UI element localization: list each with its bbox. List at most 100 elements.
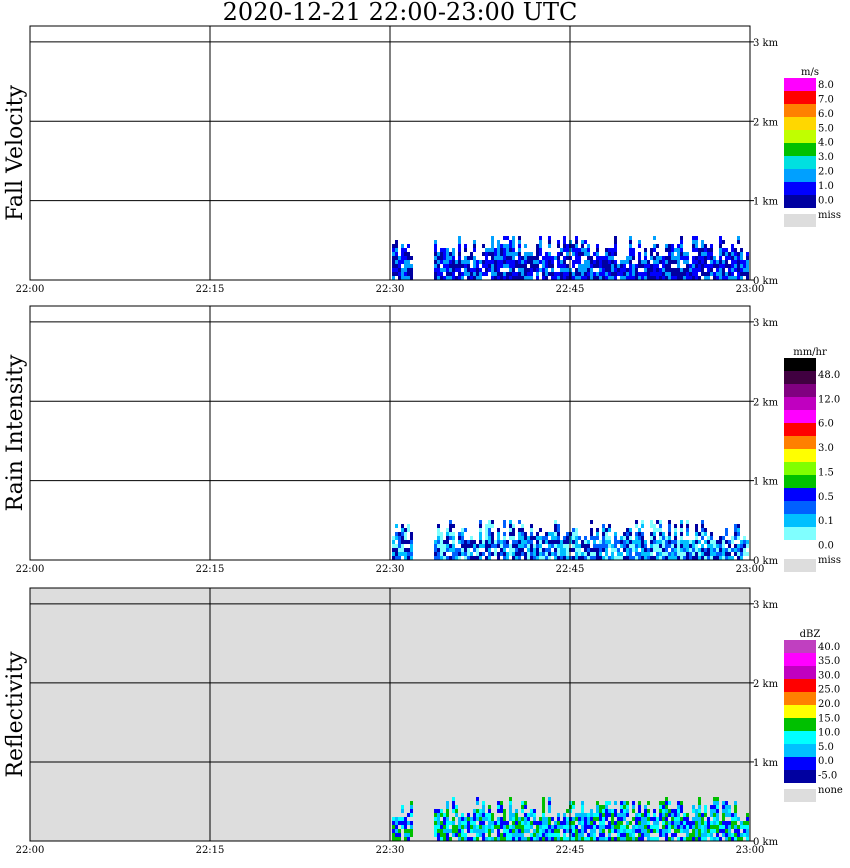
- echo-cell: [623, 837, 626, 841]
- echo-cell: [692, 825, 695, 829]
- echo-cell: [521, 817, 524, 821]
- echo-cell: [575, 260, 578, 264]
- echo-cell: [692, 805, 695, 809]
- echo-cell: [488, 544, 491, 548]
- colorbar-missing-swatch: [784, 559, 816, 572]
- echo-cell: [395, 552, 398, 556]
- echo-cell: [683, 837, 686, 841]
- echo-cell: [410, 556, 413, 560]
- echo-cell: [482, 801, 485, 805]
- echo-cell: [653, 244, 656, 248]
- echo-cell: [482, 817, 485, 821]
- echo-cell: [500, 552, 503, 556]
- echo-cell: [434, 825, 437, 829]
- echo-cell: [638, 821, 641, 825]
- echo-cell: [650, 268, 653, 272]
- echo-cell: [647, 260, 650, 264]
- echo-cell: [521, 805, 524, 809]
- echo-cell: [560, 540, 563, 544]
- echo-cell: [677, 244, 680, 248]
- echo-cell: [659, 813, 662, 817]
- echo-cell: [575, 540, 578, 544]
- echo-cell: [404, 528, 407, 532]
- echo-cell: [410, 805, 413, 809]
- echo-cell: [443, 821, 446, 825]
- echo-cell: [392, 540, 395, 544]
- echo-cell: [581, 837, 584, 841]
- echo-cell: [452, 829, 455, 833]
- echo-cell: [560, 264, 563, 268]
- echo-cell: [701, 544, 704, 548]
- echo-cell: [518, 248, 521, 252]
- echo-cell: [398, 272, 401, 276]
- echo-cell: [452, 821, 455, 825]
- echo-cell: [401, 825, 404, 829]
- x-tick-label: 22:00: [16, 564, 45, 575]
- echo-cell: [740, 544, 743, 548]
- echo-cell: [743, 260, 746, 264]
- echo-cell: [746, 276, 749, 280]
- echo-cell: [590, 276, 593, 280]
- echo-cell: [611, 268, 614, 272]
- echo-cell: [437, 833, 440, 837]
- colorbar-label: 1.0: [818, 181, 834, 192]
- echo-cell: [701, 248, 704, 252]
- echo-cell: [497, 260, 500, 264]
- echo-cell: [620, 552, 623, 556]
- echo-cell: [641, 821, 644, 825]
- colorbar-missing-label: none: [818, 785, 843, 796]
- echo-cell: [626, 556, 629, 560]
- echo-cell: [518, 256, 521, 260]
- echo-cell: [473, 268, 476, 272]
- echo-cell: [503, 276, 506, 280]
- echo-cell: [611, 825, 614, 829]
- echo-cell: [446, 548, 449, 552]
- echo-cell: [614, 829, 617, 833]
- echo-cell: [614, 809, 617, 813]
- echo-cell: [515, 813, 518, 817]
- echo-cell: [698, 556, 701, 560]
- echo-cell: [623, 556, 626, 560]
- echo-cell: [461, 552, 464, 556]
- colorbar-swatch: [784, 462, 816, 475]
- echo-cell: [485, 252, 488, 256]
- echo-cell: [719, 256, 722, 260]
- echo-cell: [668, 821, 671, 825]
- echo-cell: [665, 821, 668, 825]
- echo-cell: [644, 825, 647, 829]
- colorbar-swatch: [784, 757, 816, 770]
- echo-cell: [518, 268, 521, 272]
- echo-cell: [719, 260, 722, 264]
- echo-cell: [575, 552, 578, 556]
- echo-cell: [584, 252, 587, 256]
- echo-cell: [629, 552, 632, 556]
- echo-cell: [638, 540, 641, 544]
- echo-cell: [437, 544, 440, 548]
- echo-cell: [641, 276, 644, 280]
- echo-cell: [560, 268, 563, 272]
- echo-cell: [641, 837, 644, 841]
- echo-cell: [689, 276, 692, 280]
- echo-cell: [608, 821, 611, 825]
- y-tick-label: 3 km: [753, 38, 779, 49]
- echo-cell: [410, 809, 413, 813]
- echo-cell: [614, 825, 617, 829]
- echo-cell: [401, 540, 404, 544]
- echo-cell: [590, 532, 593, 536]
- echo-cell: [680, 256, 683, 260]
- echo-cell: [650, 544, 653, 548]
- echo-cell: [671, 825, 674, 829]
- echo-cell: [581, 544, 584, 548]
- echo-cell: [698, 248, 701, 252]
- echo-cell: [668, 540, 671, 544]
- echo-cell: [476, 801, 479, 805]
- echo-cell: [506, 248, 509, 252]
- echo-cell: [626, 548, 629, 552]
- echo-cell: [455, 556, 458, 560]
- echo-cell: [440, 544, 443, 548]
- echo-cell: [575, 268, 578, 272]
- echo-cell: [686, 272, 689, 276]
- plot-frame: [29, 25, 751, 281]
- echo-cell: [470, 552, 473, 556]
- colorbar-swatch: [784, 540, 816, 553]
